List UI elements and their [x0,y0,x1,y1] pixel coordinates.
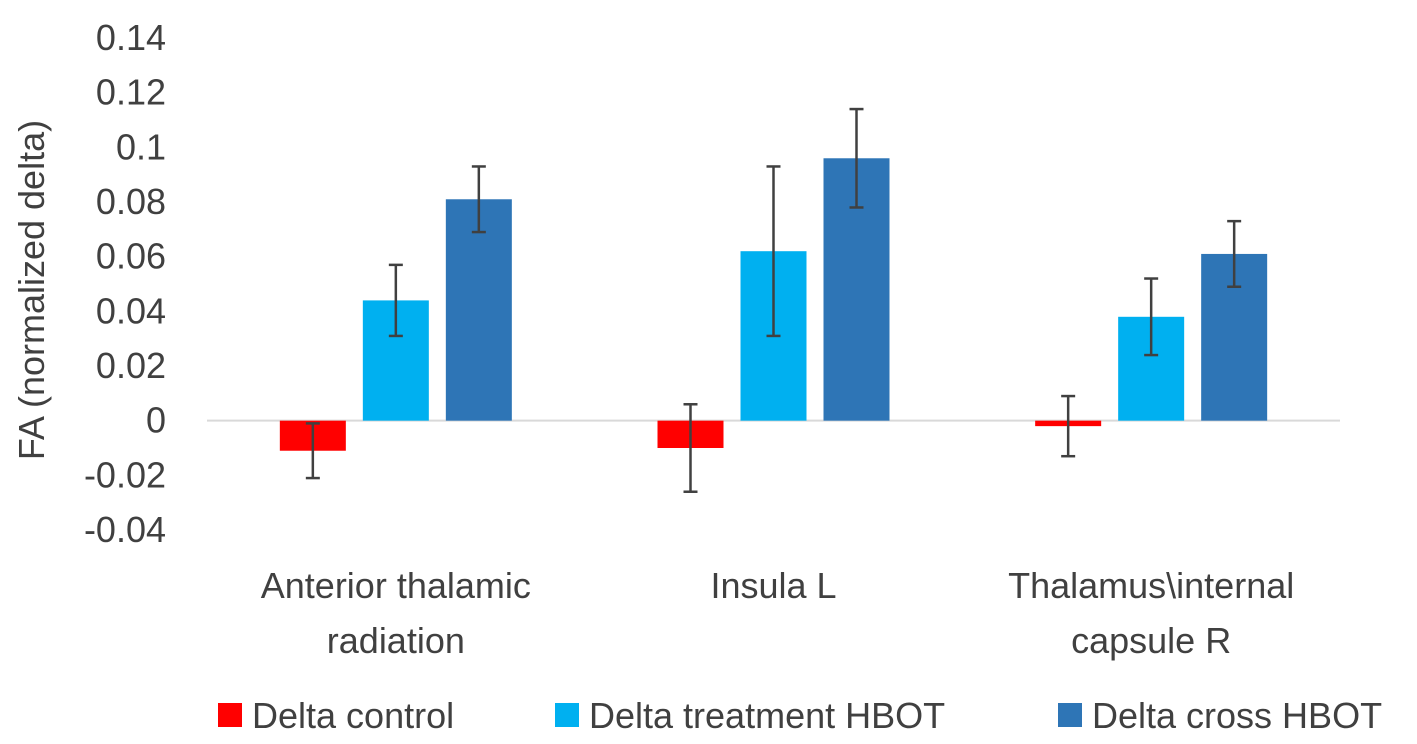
error-bar [683,403,698,493]
y-tick-label: 0.1 [116,126,166,167]
y-axis-tick-labels: 0.14 0.12 0.1 0.08 0.06 0.04 0.02 0 -0.02 -0.04 [84,17,166,550]
legend-swatch [218,703,242,727]
legend-label: Delta treatment HBOT [589,695,945,736]
error-bar [388,263,403,338]
error-bar [1227,219,1242,288]
y-tick-label: -0.04 [84,509,166,550]
legend-swatch [1058,703,1082,727]
y-tick-label: 0.04 [96,290,166,331]
y-tick-label: -0.02 [84,454,166,495]
bar [445,199,512,421]
y-axis-title: FA (normalized delta) [11,120,52,460]
x-axis-category-labels: Anterior thalamic radiation Insula L Thalam… [261,565,1294,661]
y-tick-label: 0.06 [96,236,166,277]
x-category-label: Thalamus\internal [1008,565,1294,606]
x-category-label: Anterior thalamic [261,565,531,606]
error-bar [471,165,486,234]
legend: Delta control Delta treatment HBOT Delta c… [218,695,1382,736]
y-tick-label: 0.08 [96,181,166,222]
legend-swatch [555,703,579,727]
error-bar [305,422,320,480]
legend-item: Delta control [218,695,454,736]
legend-label: Delta cross HBOT [1092,695,1382,736]
x-category-label: capsule R [1071,620,1231,661]
x-category-label: Insula L [710,565,836,606]
y-tick-label: 0.14 [96,17,166,58]
error-bar [766,165,781,338]
y-tick-label: 0.12 [96,72,166,113]
error-bars [305,107,1242,493]
y-tick-label: 0.02 [96,345,166,386]
legend-item: Delta cross HBOT [1058,695,1382,736]
y-tick-label: 0 [146,400,166,441]
legend-item: Delta treatment HBOT [555,695,945,736]
error-bar [1144,277,1159,357]
bar-series [279,158,1268,451]
error-bar [849,107,864,209]
x-category-label: radiation [327,620,465,661]
error-bar [1061,394,1076,458]
legend-label: Delta control [252,695,454,736]
